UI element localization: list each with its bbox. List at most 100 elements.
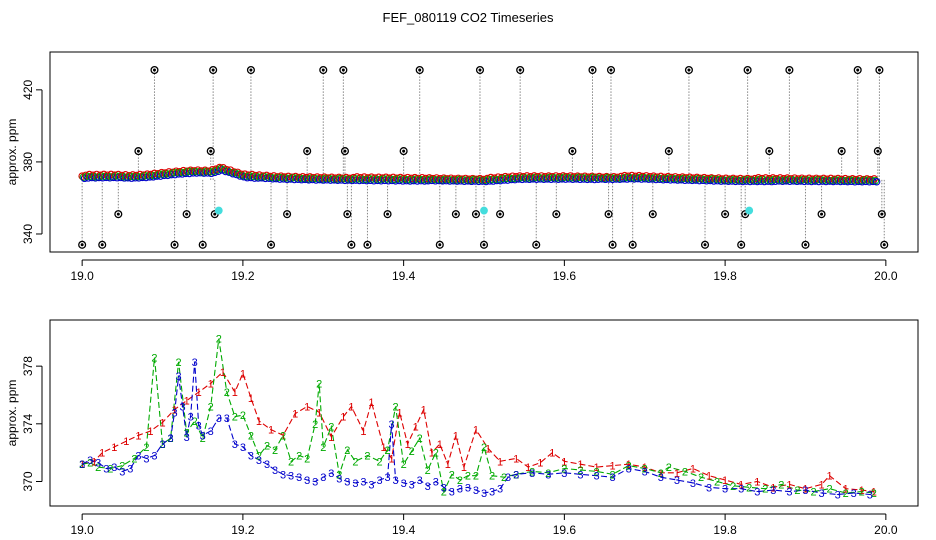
top-x-tick-label: 19.4 <box>392 269 416 283</box>
series-3-marker: 3 <box>312 476 318 488</box>
series-1-marker: 1 <box>871 487 877 499</box>
series-2-marker: 2 <box>843 488 849 500</box>
calibration-point <box>588 65 597 75</box>
series-1-marker: 1 <box>111 442 117 454</box>
series-2-line <box>81 338 874 494</box>
series-3-marker: 3 <box>111 462 117 474</box>
series-3-marker: 3 <box>143 453 149 465</box>
series-3-marker: 3 <box>272 465 278 477</box>
series-2-marker: 2 <box>794 485 800 497</box>
series-2-marker: 2 <box>200 433 206 445</box>
series-3-marker: 3 <box>95 458 101 470</box>
series-3-marker: 3 <box>425 481 431 493</box>
series-1-marker: 1 <box>340 412 346 424</box>
series-2-marker: 2 <box>376 456 382 468</box>
series-2-marker: 2 <box>143 442 149 454</box>
series-1-point <box>682 174 690 182</box>
calibration-point-center <box>840 149 844 153</box>
series-3-marker: 3 <box>561 468 567 480</box>
series-2-marker: 2 <box>280 430 286 442</box>
series-3-marker: 3 <box>674 475 680 487</box>
series-2-marker: 2 <box>778 479 784 491</box>
series-1-marker: 1 <box>172 404 178 416</box>
bottom-x-tick-label: 19.0 <box>70 523 94 537</box>
series-1-marker: 1 <box>429 448 435 460</box>
calibration-point <box>198 240 207 249</box>
calibration-point-center <box>687 68 691 72</box>
series-2-marker: 2 <box>746 482 752 494</box>
calibration-point-center <box>136 149 140 153</box>
calibration-point <box>664 147 673 156</box>
series-1-marker: 1 <box>220 367 226 379</box>
bottom-x-tick-label: 19.4 <box>392 523 416 537</box>
bottom-y-tick-label: 370 <box>21 471 35 491</box>
series-1-point <box>483 174 491 183</box>
bottom-y-tick-label: 378 <box>21 356 35 376</box>
series-3-marker: 3 <box>690 478 696 490</box>
series-1-point <box>660 173 669 182</box>
calibration-point-center <box>269 243 273 247</box>
calibration-point-center <box>185 212 189 216</box>
series-2-marker: 2 <box>730 481 736 493</box>
series-2-marker: 2 <box>167 433 173 445</box>
top-x-tick-label: 20.0 <box>874 269 898 283</box>
series-1-point <box>432 174 441 182</box>
series-2-point <box>79 173 88 181</box>
top-x-tick-label: 19.8 <box>713 269 737 283</box>
series-3-marker: 3 <box>232 439 238 451</box>
series-1-point <box>675 173 683 182</box>
series-3-marker: 3 <box>457 484 463 496</box>
series-2-marker: 2 <box>481 442 487 454</box>
series-1-point <box>617 172 625 181</box>
series-1-marker: 1 <box>626 459 632 471</box>
series-1-point <box>454 174 463 183</box>
series-2-marker: 2 <box>192 416 198 428</box>
series-3-marker: 3 <box>513 469 519 481</box>
series-2-marker: 2 <box>489 471 495 483</box>
calibration-point-center <box>478 68 482 72</box>
calibration-point-center <box>554 212 558 216</box>
series-2-marker: 2 <box>714 476 720 488</box>
calibration-point-center <box>345 212 349 216</box>
series-1-marker: 1 <box>135 430 141 442</box>
series-3-marker: 3 <box>818 488 824 500</box>
series-2-point <box>871 176 880 185</box>
series-1-marker: 1 <box>389 453 395 465</box>
bottom-x-axis: 19.0 19.2 19.4 19.6 19.8 20.0 <box>70 513 898 537</box>
calibration-point-center <box>882 243 886 247</box>
series-3-point <box>207 169 215 178</box>
series-3-marker: 3 <box>401 478 407 490</box>
series-3-marker: 3 <box>304 475 310 487</box>
calibration-point <box>801 240 810 249</box>
series-3-marker: 3 <box>433 476 439 488</box>
series-1-point <box>320 173 329 181</box>
series-3-marker: 3 <box>786 487 792 499</box>
series-1-marker: 1 <box>658 468 664 480</box>
calibration-point-center <box>876 149 880 153</box>
calibration-point <box>343 210 352 219</box>
calibration-point <box>700 240 710 249</box>
series-1-point <box>400 174 408 183</box>
series-1-marker: 1 <box>577 459 583 471</box>
series-3-marker: 3 <box>87 455 93 467</box>
calibration-point-center <box>803 243 807 247</box>
top-y-tick-label: 420 <box>21 80 35 100</box>
series-3-marker: 3 <box>473 485 479 497</box>
calibration-point <box>873 147 882 156</box>
calibration-point-center <box>418 68 422 72</box>
series-1-marker: 1 <box>437 439 443 451</box>
reference-point <box>214 206 223 215</box>
series-2-marker: 2 <box>384 445 390 457</box>
series-3-marker: 3 <box>196 420 202 432</box>
series-1-point <box>787 175 795 183</box>
calibration-point-center <box>365 243 369 247</box>
series-2-marker: 2 <box>545 468 551 480</box>
series-1-marker: 1 <box>453 430 459 442</box>
series-2-marker: 2 <box>859 487 865 499</box>
calibration-point <box>170 240 179 249</box>
calibration-point-center <box>856 68 860 72</box>
series-1-point <box>356 174 365 182</box>
series-1-point <box>667 173 676 182</box>
series-2-marker: 2 <box>642 464 648 476</box>
bottom-plot-frame <box>49 319 919 507</box>
